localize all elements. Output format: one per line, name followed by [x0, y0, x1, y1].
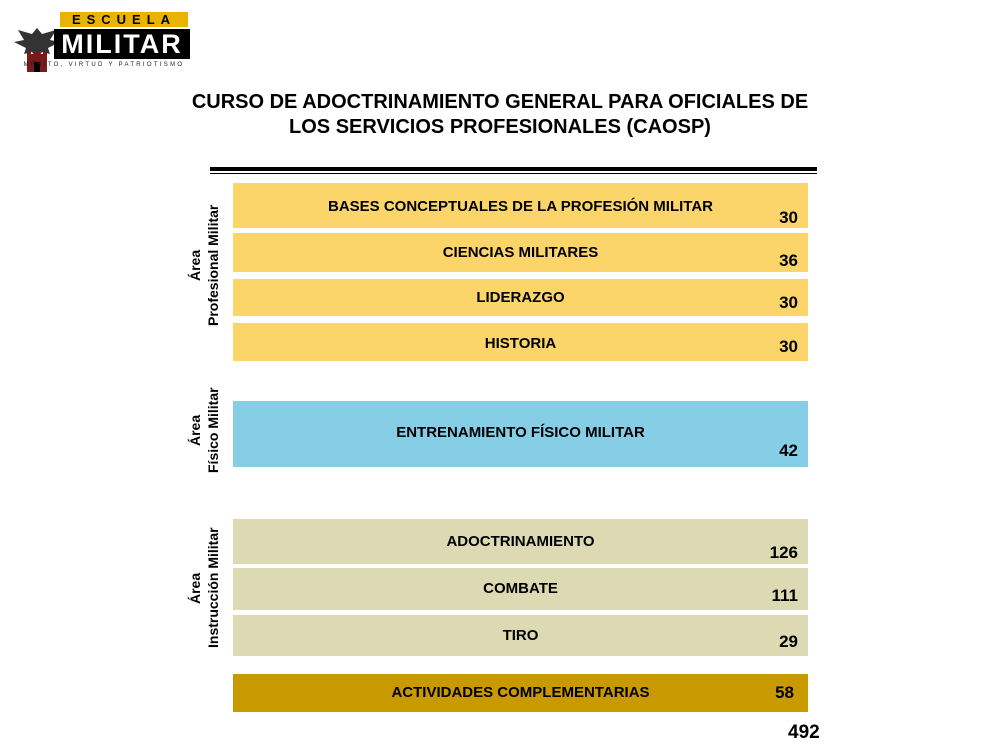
title-line-1: CURSO DE ADOCTRINAMIENTO GENERAL PARA OF…	[191, 91, 809, 113]
course-row: HISTORIA 30	[233, 323, 808, 361]
title-divider-thin	[210, 173, 817, 174]
area-label-fisico: Área Físico Militar	[187, 387, 221, 474]
course-name: TIRO	[502, 627, 539, 644]
course-hours: 111	[771, 586, 799, 605]
course-name: COMBATE	[483, 580, 558, 597]
course-hours: 36	[779, 251, 798, 270]
page-title: CURSO DE ADOCTRINAMIENTO GENERAL PARA OF…	[100, 90, 900, 140]
course-row-complementarias: ACTIVIDADES COMPLEMENTARIAS 58	[233, 674, 808, 712]
course-name: CIENCIAS MILITARES	[442, 244, 599, 261]
course-hours: 126	[769, 543, 798, 562]
course-row: LIDERAZGO 30	[233, 279, 808, 316]
logo-motto: MÉRITO, VIRTUD Y PATRIOTISMO	[23, 62, 185, 68]
course-row: TIRO 29	[233, 615, 808, 656]
course-hours: 29	[779, 632, 798, 651]
course-hours: 58	[775, 683, 794, 702]
logo-top-text: ESCUELA	[60, 12, 188, 27]
course-name: BASES CONCEPTUALES DE LA PROFESIÓN MILIT…	[327, 198, 714, 215]
title-line-2: LOS SERVICIOS PROFESIONALES (CAOSP)	[289, 116, 711, 138]
area-label-profesional: Área Profesional Militar	[187, 204, 221, 326]
total-hours: 492	[788, 722, 820, 743]
course-name: ENTRENAMIENTO FÍSICO MILITAR	[396, 424, 645, 441]
logo-main-text: MILITAR	[54, 29, 190, 59]
course-row: ADOCTRINAMIENTO 126	[233, 519, 808, 564]
title-divider	[210, 167, 817, 171]
course-row: ENTRENAMIENTO FÍSICO MILITAR 42	[233, 401, 808, 467]
course-hours: 30	[779, 293, 798, 312]
area-label-instruccion: Área Instrucción Militar	[187, 527, 221, 649]
course-hours: 30	[779, 337, 798, 356]
course-hours: 42	[779, 441, 798, 460]
course-row: CIENCIAS MILITARES 36	[233, 233, 808, 272]
school-logo	[6, 12, 196, 74]
course-hours: 30	[779, 208, 798, 227]
eagle-emblem-icon	[14, 28, 60, 72]
course-name: HISTORIA	[484, 335, 557, 352]
course-row: COMBATE 111	[233, 568, 808, 610]
course-name: ADOCTRINAMIENTO	[446, 533, 595, 550]
course-row: BASES CONCEPTUALES DE LA PROFESIÓN MILIT…	[233, 183, 808, 228]
course-name: ACTIVIDADES COMPLEMENTARIAS	[391, 684, 650, 701]
course-name: LIDERAZGO	[476, 289, 565, 306]
